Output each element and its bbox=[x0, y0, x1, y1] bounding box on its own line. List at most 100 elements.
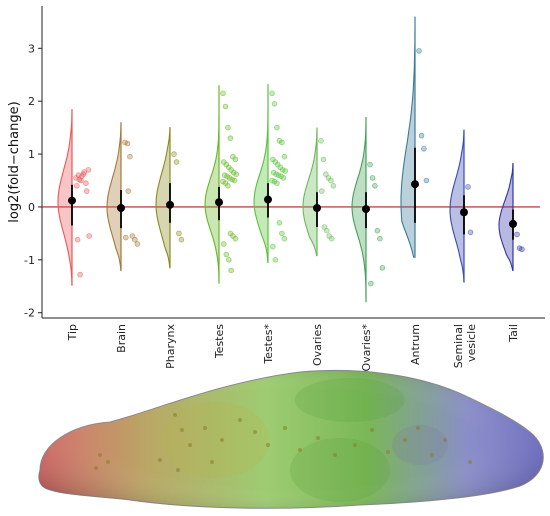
worm-cell-spot bbox=[173, 413, 177, 417]
data-point bbox=[232, 156, 239, 163]
y-tick-label: 2 bbox=[28, 95, 35, 108]
median-point bbox=[117, 204, 125, 213]
worm-cell-spot bbox=[353, 443, 357, 447]
worm-cell-spot bbox=[253, 430, 257, 434]
data-point bbox=[123, 234, 129, 241]
worm-cell-spot bbox=[333, 453, 337, 457]
data-point bbox=[271, 101, 278, 107]
data-point bbox=[233, 171, 240, 178]
x-tick-label: Testes* bbox=[262, 324, 275, 365]
median-point bbox=[166, 200, 174, 209]
data-point bbox=[173, 159, 180, 165]
worm-cell-spot bbox=[220, 438, 224, 442]
data-point bbox=[276, 220, 283, 226]
y-axis-ticks: -2 -1 0 1 2 3 bbox=[24, 42, 42, 320]
worm-illustration bbox=[38, 370, 544, 509]
violin-tail bbox=[498, 162, 525, 271]
data-point bbox=[423, 177, 430, 184]
data-point bbox=[514, 231, 520, 238]
worm-cell-spot bbox=[416, 426, 420, 430]
data-point bbox=[176, 230, 182, 237]
worm-cell-spot bbox=[316, 436, 320, 440]
y-axis-title: log2(fold−change) bbox=[7, 101, 22, 222]
x-tick-label-line: Antrum bbox=[409, 324, 422, 365]
data-point bbox=[77, 271, 83, 278]
x-tick-label: Pharynx bbox=[164, 324, 177, 369]
worm-cell-spot bbox=[176, 468, 180, 472]
x-tick-label: Seminalvesicle bbox=[452, 324, 478, 369]
data-point bbox=[367, 161, 373, 168]
violin-testes bbox=[204, 85, 240, 284]
y-tick-label: -2 bbox=[24, 307, 35, 320]
data-point bbox=[226, 256, 232, 263]
violin-shape bbox=[155, 126, 171, 269]
data-point bbox=[83, 180, 89, 187]
violin-testes- bbox=[253, 84, 289, 264]
data-point bbox=[171, 151, 177, 157]
data-point bbox=[227, 135, 234, 142]
data-point bbox=[272, 256, 279, 263]
worm-cell-spot bbox=[98, 453, 102, 457]
data-point bbox=[269, 90, 275, 97]
data-point bbox=[274, 124, 280, 131]
data-point bbox=[374, 227, 381, 234]
x-tick-label-line: Testes* bbox=[262, 324, 275, 365]
violin-layer bbox=[57, 16, 525, 303]
data-point bbox=[74, 236, 81, 243]
median-point bbox=[460, 208, 468, 217]
data-point bbox=[279, 139, 285, 146]
data-point bbox=[416, 48, 422, 54]
worm-testes-region bbox=[160, 402, 270, 478]
data-point bbox=[279, 230, 285, 237]
data-point bbox=[467, 229, 474, 236]
median-point bbox=[411, 180, 419, 189]
x-tick-label-line: Ovaries bbox=[311, 324, 324, 366]
violin-brain bbox=[106, 122, 141, 271]
data-point bbox=[330, 183, 337, 189]
data-point bbox=[134, 241, 141, 247]
violin-pharynx bbox=[155, 126, 185, 269]
median-point bbox=[362, 205, 370, 214]
violin-antrum bbox=[400, 16, 430, 258]
worm-cell-spot bbox=[203, 426, 207, 430]
median-point bbox=[313, 204, 321, 213]
data-point bbox=[274, 180, 280, 187]
data-point bbox=[318, 188, 325, 194]
x-tick-label: Tail bbox=[507, 324, 520, 343]
violin-ovaries bbox=[302, 127, 337, 257]
worm-cell-spot bbox=[106, 460, 110, 464]
worm-cell-spot bbox=[370, 428, 374, 432]
violin-shape bbox=[106, 122, 122, 271]
data-point bbox=[367, 280, 374, 287]
x-tick-label-line: Ovaries* bbox=[360, 324, 373, 372]
data-point bbox=[129, 233, 136, 239]
worm-cell-spot bbox=[180, 428, 184, 432]
worm-ovary-region bbox=[290, 438, 390, 502]
violin-shape bbox=[449, 129, 465, 283]
data-point bbox=[323, 171, 329, 178]
data-point bbox=[323, 227, 330, 234]
data-point bbox=[379, 264, 386, 271]
x-axis-labels: Tip Brain Pharynx Testes Testes* Ovaries Ovari… bbox=[66, 324, 520, 372]
worm-cell-spot bbox=[266, 443, 270, 447]
data-point bbox=[232, 235, 239, 242]
data-point bbox=[321, 224, 328, 230]
worm-cell-spot bbox=[210, 460, 214, 464]
x-tick-label: Testes bbox=[213, 324, 226, 359]
data-point bbox=[418, 132, 425, 139]
worm-cell-spot bbox=[94, 466, 98, 470]
data-point bbox=[83, 188, 90, 194]
data-point bbox=[231, 177, 238, 184]
y-tick-label: 0 bbox=[28, 201, 35, 214]
data-point bbox=[377, 235, 383, 242]
median-point bbox=[68, 196, 76, 205]
median-point bbox=[264, 195, 272, 204]
x-tick-label-line: Brain bbox=[115, 324, 128, 353]
worm-body-shading bbox=[38, 370, 544, 509]
data-point bbox=[519, 246, 525, 253]
worm-cell-spot bbox=[283, 426, 287, 430]
worm-cell-spot bbox=[430, 453, 434, 457]
data-point bbox=[281, 235, 288, 242]
